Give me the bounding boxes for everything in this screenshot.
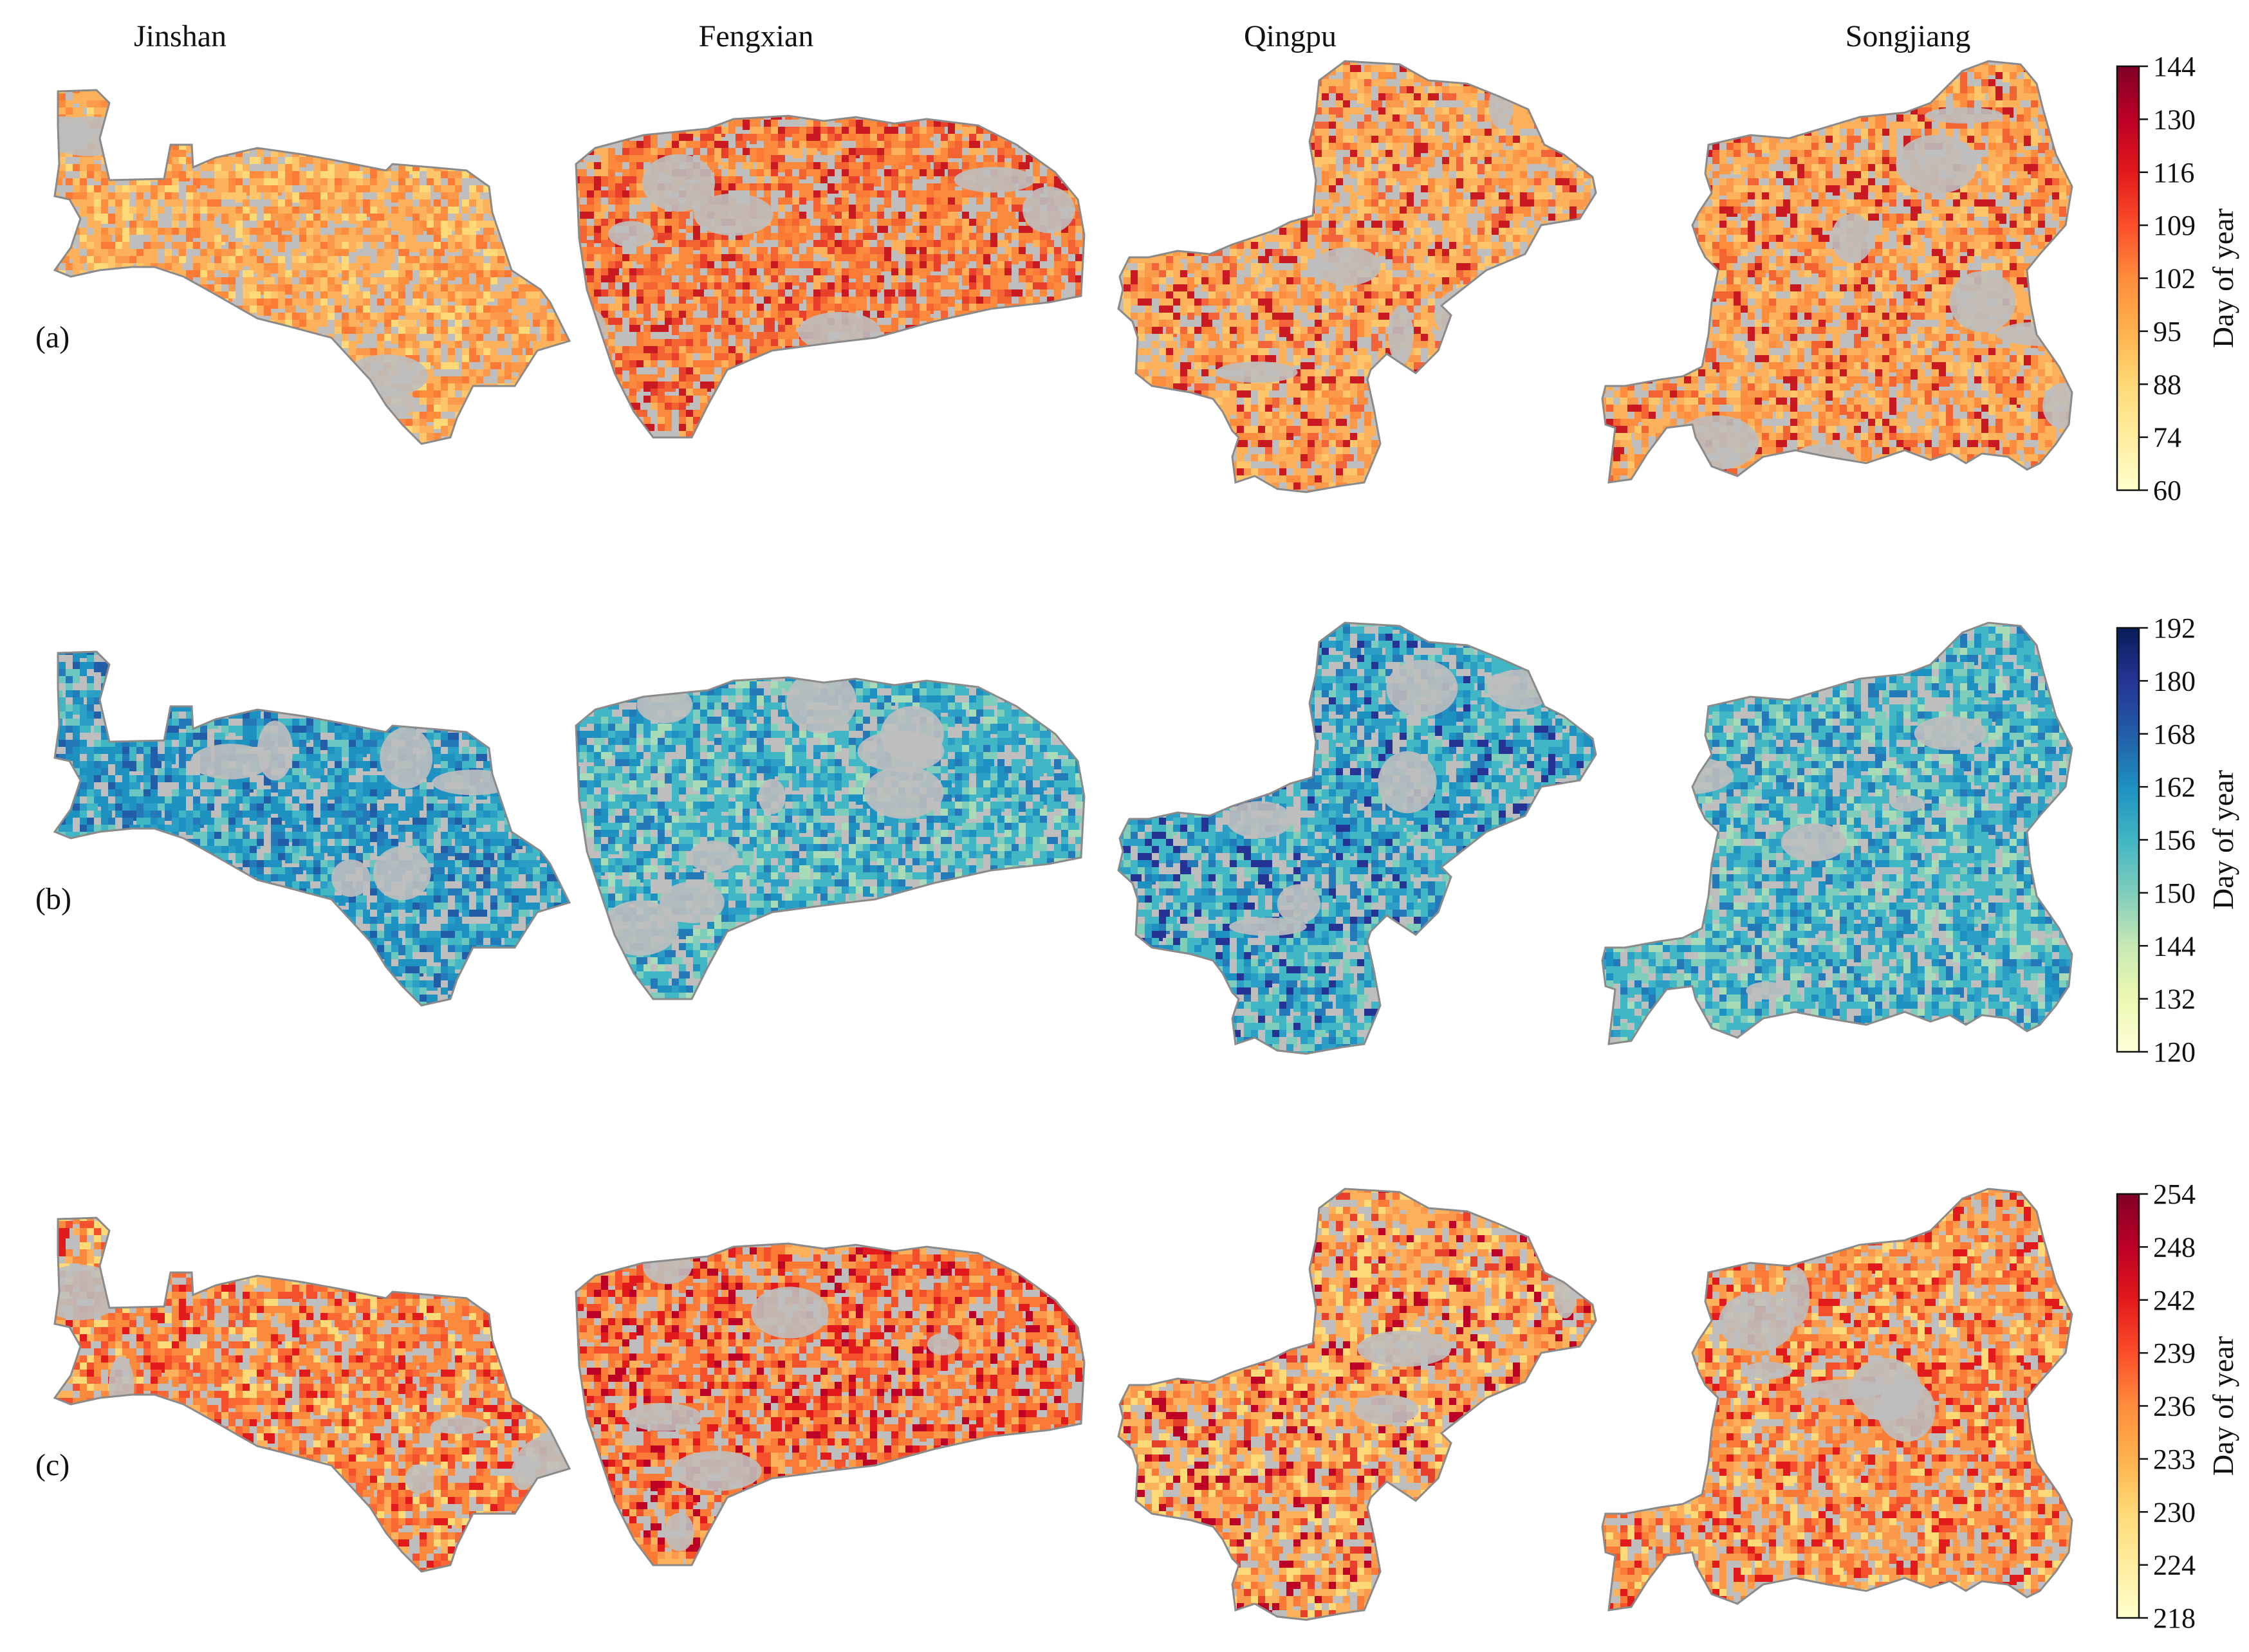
row-labels: (a) (b) (c) [35, 320, 71, 1482]
pixel-field [1118, 1189, 1596, 1620]
colorbar-gradient [2116, 1193, 2140, 1619]
colorbar-tick-label: 130 [2153, 104, 2196, 135]
map-songjiang--a- [1601, 60, 2073, 484]
pixel-field [576, 1244, 1084, 1565]
colorbar-tick-label: 192 [2153, 612, 2196, 644]
map-fengxian--b- [575, 676, 1086, 1000]
colorbar-label: Day of year [2207, 770, 2239, 910]
colorbars: 60 74 88 95 102 109 116 130 144 Day of year 120 132… [2116, 51, 2239, 1634]
colorbar-tick-label: 156 [2153, 825, 2196, 856]
map-row--a- [53, 60, 2073, 493]
colorbar-tick-label: 224 [2153, 1550, 2196, 1581]
district-maps [53, 60, 2073, 1621]
colorbar-tick-label: 74 [2153, 422, 2181, 454]
colorbar-tick-label: 218 [2153, 1602, 2196, 1634]
map-row--c- [53, 1188, 2073, 1621]
pixel-field [55, 1218, 569, 1572]
colorbar-gradient [2116, 65, 2140, 491]
colorbar-tick-label: 180 [2153, 665, 2196, 697]
colorbar-tick-label: 230 [2153, 1496, 2196, 1528]
colorbar--a-: 60 74 88 95 102 109 116 130 144 Day of year [2116, 51, 2239, 506]
colorbar-tick-label: 144 [2153, 930, 2196, 962]
row-label: (c) [35, 1448, 69, 1482]
colorbar-gradient [2116, 627, 2140, 1053]
colorbar-tick-label: 168 [2153, 719, 2196, 750]
map-jinshan--a- [53, 89, 571, 445]
column-header-jinshan: Jinshan [134, 19, 227, 53]
colorbar-tick-label: 95 [2153, 316, 2181, 347]
colorbar-tick-label: 120 [2153, 1036, 2196, 1068]
colorbar-tick-label: 242 [2153, 1285, 2196, 1316]
map-songjiang--b- [1601, 621, 2073, 1045]
colorbar--c-: 218 224 230 233 236 239 242 248 254 Day of year [2116, 1179, 2239, 1634]
colorbar-tick-label: 116 [2153, 157, 2194, 188]
column-header-fengxian: Fengxian [699, 19, 814, 53]
colorbar-tick-label: 88 [2153, 369, 2181, 400]
colorbar-tick-label: 248 [2153, 1231, 2196, 1263]
pixel-field [55, 90, 569, 444]
colorbar-tick-label: 102 [2153, 263, 2196, 295]
colorbar-tick-label: 254 [2153, 1179, 2196, 1210]
colorbar-tick-label: 60 [2153, 475, 2181, 506]
row-label: (b) [35, 882, 71, 916]
colorbar-tick-label: 144 [2153, 51, 2196, 82]
map-qingpu--a- [1117, 60, 1597, 493]
colorbar-tick-label: 236 [2153, 1391, 2196, 1422]
row-label: (a) [35, 320, 69, 354]
colorbar--b-: 120 132 144 150 156 162 168 180 192 Day of year [2116, 612, 2239, 1068]
map-fengxian--c- [575, 1242, 1086, 1566]
pixel-field [1602, 623, 2072, 1044]
colorbar-label: Day of year [2207, 208, 2239, 348]
colorbar-tick-label: 162 [2153, 771, 2196, 803]
colorbar-label: Day of year [2207, 1336, 2239, 1476]
map-songjiang--c- [1601, 1188, 2073, 1611]
colorbar-tick-label: 132 [2153, 984, 2196, 1015]
colorbar-tick-label: 233 [2153, 1444, 2196, 1475]
column-header-qingpu: Qingpu [1244, 19, 1337, 53]
map-jinshan--b- [53, 650, 571, 1007]
column-headers: Jinshan Fengxian Qingpu Songjiang [134, 19, 1970, 53]
map-qingpu--b- [1117, 621, 1597, 1055]
map-qingpu--c- [1117, 1188, 1597, 1621]
map-fengxian--a- [575, 115, 1086, 439]
map-jinshan--c- [53, 1216, 571, 1573]
colorbar-tick-label: 239 [2153, 1337, 2196, 1369]
colorbar-tick-label: 109 [2153, 210, 2196, 241]
map-row--b- [53, 621, 2073, 1055]
column-header-songjiang: Songjiang [1846, 19, 1971, 53]
colorbar-tick-label: 150 [2153, 877, 2196, 909]
